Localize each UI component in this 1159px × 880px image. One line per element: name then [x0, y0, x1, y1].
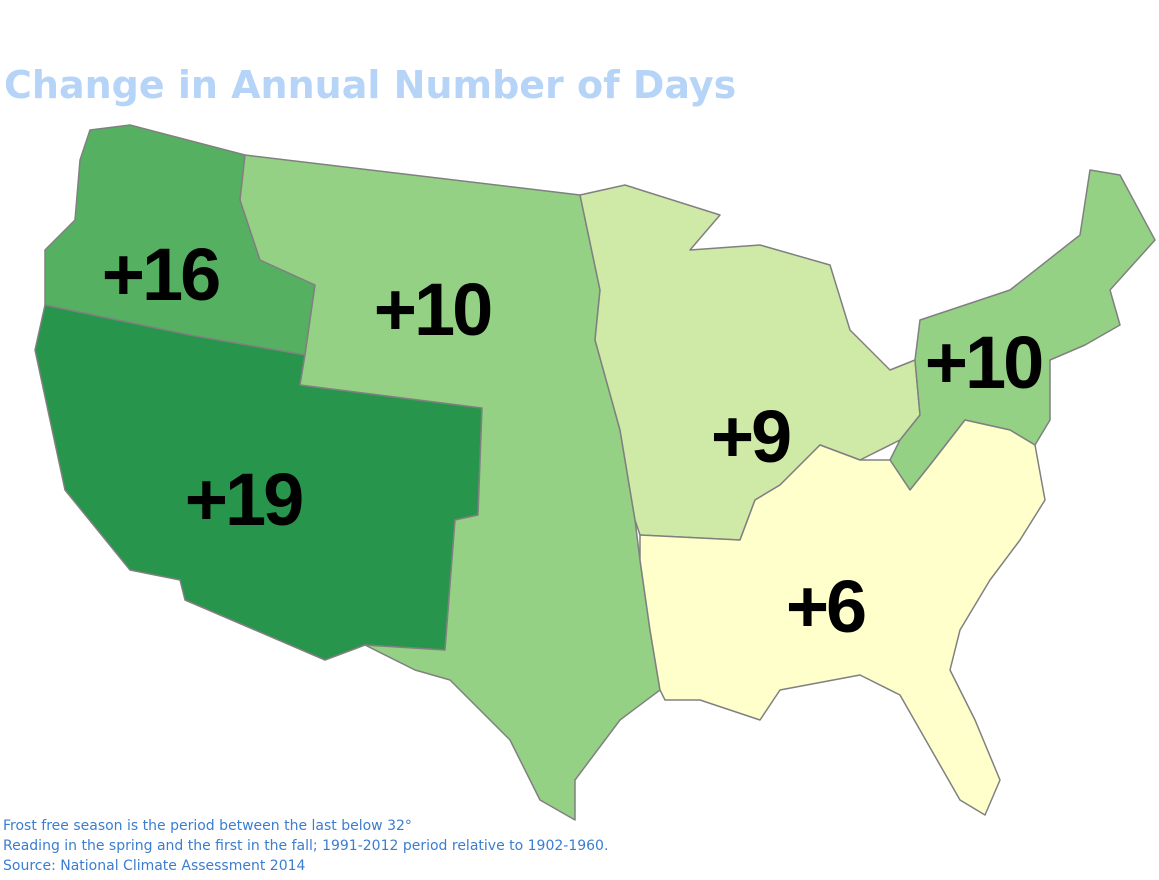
region-labels: +16 +19 +10 +9 +10 +6: [102, 233, 1045, 648]
region-label: +9: [711, 395, 790, 478]
title: Change in Annual Number of Days: [4, 63, 736, 107]
region-southeast: [639, 419, 1046, 816]
region-label: +10: [374, 268, 491, 351]
regions: [34, 124, 1156, 821]
region-label: +6: [786, 565, 865, 648]
footnote: Reading in the spring and the first in t…: [3, 838, 608, 854]
region-label: +10: [925, 321, 1042, 404]
footnotes: Frost free season is the period between …: [3, 818, 608, 874]
region-label: +19: [185, 458, 302, 541]
region-northeast: [889, 169, 1156, 491]
footnote: Source: National Climate Assessment 2014: [3, 858, 306, 874]
region-midwest: [579, 184, 921, 541]
region-label: +16: [102, 233, 219, 316]
footnote: Frost free season is the period between …: [3, 818, 412, 834]
